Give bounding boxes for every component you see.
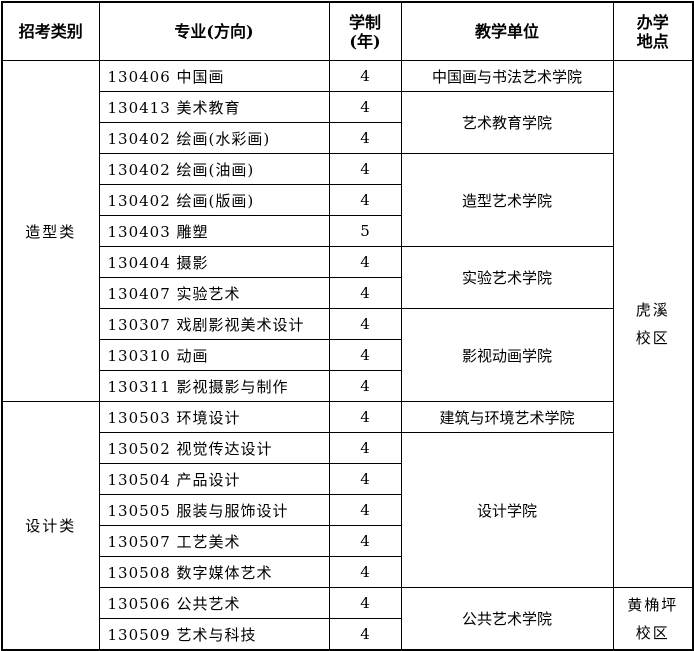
major-cell: 130406 中国画 [98, 60, 330, 92]
table-row: 130505 服装与服饰设计 4 [2, 494, 693, 526]
unit-cell: 艺术教育学院 [400, 91, 614, 154]
years-cell: 4 [328, 432, 402, 464]
years-cell: 4 [328, 370, 402, 402]
location-cell: 虎溪 校区 [612, 60, 694, 588]
years-cell: 4 [328, 401, 402, 433]
category-cell: 设计类 [1, 401, 100, 651]
header-years: 学制 (年) [328, 1, 402, 61]
years-cell: 4 [328, 60, 402, 92]
table-row: 130413 美术教育 4 艺术教育学院 [2, 91, 693, 154]
major-cell: 130413 美术教育 [98, 91, 330, 123]
header-unit: 教学单位 [400, 1, 614, 61]
major-cell: 130407 实验艺术 [98, 277, 330, 309]
major-cell: 130310 动画 [98, 339, 330, 371]
table-row: 130402 绘画(油画) 4 造型艺术学院 [2, 153, 693, 247]
table-row: 130402 绘画(水彩画) 4 [2, 122, 693, 154]
table-row: 130506 公共艺术 4 公共艺术学院 黄桷坪校区 [2, 587, 694, 651]
years-cell: 4 [328, 463, 402, 495]
header-location-line2: 地点 [636, 31, 669, 51]
location-line2: 校区 [635, 329, 670, 347]
category-cell: 造型类 [1, 60, 100, 402]
table-row: 设计类 130503 环境设计 4 建筑与环境艺术学院 [1, 401, 693, 651]
location-line2: 校区 [635, 623, 670, 642]
major-cell: 130504 产品设计 [98, 463, 330, 495]
major-cell: 130402 绘画(油画) [98, 153, 330, 185]
location-cell: 黄桷坪 校区 [612, 587, 694, 651]
years-cell: 4 [328, 525, 402, 557]
major-cell: 130506 公共艺术 [98, 587, 330, 619]
table-row: 造型类 130406 中国画 4 中国画与书法艺术学院 虎溪 校区 [1, 60, 694, 588]
years-cell: 4 [328, 618, 402, 651]
unit-cell: 中国画与书法艺术学院 [400, 60, 614, 92]
header-years-line1: 学制 [348, 12, 381, 32]
unit-cell: 造型艺术学院 [400, 153, 614, 247]
years-cell: 4 [328, 153, 402, 185]
years-cell: 4 [328, 308, 402, 340]
header-major: 专业(方向) [98, 1, 330, 61]
table-row: 130307 戏剧影视美术设计 4 影视动画学院 [2, 308, 693, 402]
major-cell: 130502 视觉传达设计 [98, 432, 330, 464]
years-cell: 4 [328, 587, 402, 619]
unit-cell: 影视动画学院 [400, 308, 614, 402]
table-row: 130403 雕塑 5 [2, 215, 693, 247]
years-cell: 4 [328, 246, 402, 278]
major-cell: 130403 雕塑 [98, 215, 330, 247]
major-cell: 130503 环境设计 [98, 401, 330, 433]
major-cell: 130402 绘画(水彩画) [98, 122, 330, 154]
years-cell: 4 [328, 184, 402, 216]
years-cell: 4 [328, 494, 402, 526]
table-row: 130502 视觉传达设计 4 设计学院 [2, 432, 693, 588]
unit-cell: 建筑与环境艺术学院 [400, 401, 614, 433]
years-cell: 4 [328, 122, 402, 154]
years-cell: 4 [328, 277, 402, 309]
years-cell: 5 [328, 215, 402, 247]
major-cell: 130404 摄影 [98, 246, 330, 278]
major-cell: 130509 艺术与科技 [98, 618, 330, 651]
table-row: 130507 工艺美术 4 [2, 525, 693, 557]
header-location: 办学 地点 [612, 1, 694, 61]
unit-cell: 公共艺术学院 [400, 587, 614, 651]
major-cell: 130505 服装与服饰设计 [98, 494, 330, 526]
years-cell: 4 [328, 556, 402, 588]
location-line1: 虎溪 [635, 301, 670, 319]
unit-cell: 实验艺术学院 [400, 246, 614, 309]
major-cell: 130307 戏剧影视美术设计 [98, 308, 330, 340]
major-cell: 130311 影视摄影与制作 [98, 370, 330, 402]
major-cell: 130508 数字媒体艺术 [98, 556, 330, 588]
unit-cell: 设计学院 [400, 432, 614, 588]
header-years-line2: (年) [349, 31, 381, 51]
major-cell: 130402 绘画(版画) [98, 184, 330, 216]
header-row: 招考类别 专业(方向) 学制 (年) 教学单位 办学 地点 [1, 1, 694, 61]
years-cell: 4 [328, 339, 402, 371]
location-line1: 黄桷坪 [627, 595, 679, 614]
table-row: 130310 动画 4 [2, 339, 693, 371]
years-cell: 4 [328, 91, 402, 123]
header-location-line1: 办学 [636, 12, 669, 32]
major-cell: 130507 工艺美术 [98, 525, 330, 557]
table-row: 130404 摄影 4 实验艺术学院 [2, 246, 693, 309]
table-row: 130508 数字媒体艺术 4 [2, 556, 693, 588]
header-category: 招考类别 [1, 1, 100, 61]
